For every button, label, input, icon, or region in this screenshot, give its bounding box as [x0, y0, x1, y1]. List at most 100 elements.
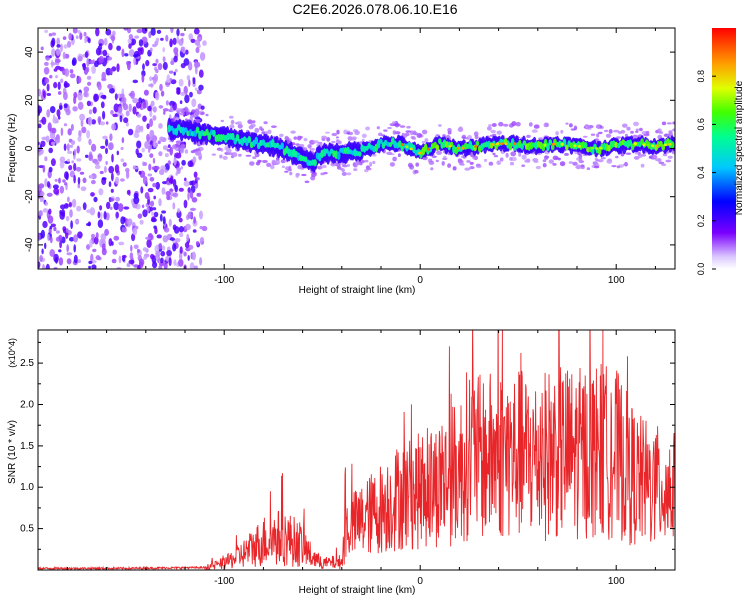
heatmap-halo-cell [608, 129, 613, 134]
heatmap-noise-cell [69, 69, 74, 74]
heatmap-halo-cell [639, 127, 643, 132]
heatmap-noise-cell [133, 54, 139, 58]
heatmap-halo-cell [469, 161, 474, 165]
heatmap-halo-cell [596, 133, 600, 138]
heatmap-noise-cell [100, 101, 105, 109]
heatmap-noise-cell [147, 105, 152, 112]
snr-series-line [38, 330, 675, 570]
heatmap-halo-cell [168, 108, 174, 113]
heatmap-noise-cell [178, 78, 184, 87]
heatmap-noise-cell [147, 187, 154, 193]
heatmap-halo-cell [625, 152, 632, 155]
heatmap-halo-cell [172, 144, 177, 150]
heatmap-noise-cell [48, 33, 53, 37]
heatmap-halo-cell [622, 123, 628, 128]
heatmap-halo-cell [438, 124, 442, 127]
heatmap-noise-cell [127, 28, 131, 34]
heatmap-halo-cell [465, 137, 469, 140]
heatmap-noise-cell [118, 203, 124, 212]
heatmap-halo-cell [236, 121, 243, 125]
heatmap-noise-cell [181, 159, 186, 166]
heatmap-halo-cell [211, 153, 216, 156]
heatmap-halo-cell [222, 155, 228, 160]
heatmap-noise-cell [173, 71, 176, 76]
heatmap-noise-cell [139, 219, 144, 225]
snr-x-tick-label: 100 [608, 576, 625, 587]
heatmap-halo-cell [274, 159, 281, 165]
heatmap-noise-cell [105, 121, 109, 125]
heatmap-halo-cell [568, 161, 574, 164]
heatmap-noise-cell [63, 143, 67, 151]
heatmap-halo-cell [346, 164, 351, 167]
heatmap-noise-cell [193, 265, 198, 269]
heatmap-halo-cell [544, 155, 550, 159]
heatmap-noise-cell [140, 125, 144, 133]
heatmap-halo-cell [190, 150, 196, 154]
heatmap-ridge-peak [543, 143, 547, 147]
heatmap-halo-cell [633, 121, 639, 127]
heatmap-noise-cell [199, 210, 203, 220]
heatmap-noise-cell [46, 83, 50, 92]
heatmap-noise-cell [82, 202, 87, 211]
heatmap-noise-cell [83, 91, 88, 98]
heatmap-noise-cell [142, 115, 147, 122]
heatmap-noise-cell [49, 106, 56, 114]
heatmap-halo-cell [237, 123, 243, 129]
heatmap-halo-cell [162, 145, 169, 151]
heatmap-noise-cell [76, 76, 82, 84]
heatmap-noise-cell [192, 77, 196, 85]
heatmap-halo-cell [511, 121, 517, 127]
heatmap-noise-cell [159, 83, 163, 91]
heatmap-halo-cell [184, 118, 188, 122]
heatmap-noise-cell [56, 44, 61, 48]
heatmap-noise-cell [174, 184, 178, 193]
heatmap-noise-cell [125, 110, 130, 117]
heatmap-noise-cell [176, 28, 180, 37]
heatmap-noise-cell [71, 198, 77, 208]
heatmap-noise-cell [135, 124, 142, 134]
heatmap-noise-cell [178, 226, 184, 233]
heatmap-noise-cell [88, 109, 93, 115]
heatmap-noise-cell [94, 164, 101, 170]
heatmap-ridge-core [235, 133, 240, 142]
heatmap-halo-cell [445, 135, 451, 141]
heatmap-noise-cell [158, 264, 163, 269]
heatmap-noise-cell [46, 192, 53, 197]
heatmap-halo-cell [606, 159, 613, 164]
heatmap-halo-cell [176, 109, 181, 112]
heatmap-halo-cell [335, 136, 339, 139]
heatmap-noise-cell [175, 172, 178, 176]
heatmap-halo-cell [392, 121, 397, 124]
heatmap-halo-cell [325, 131, 330, 134]
heatmap-halo-cell [392, 156, 397, 162]
heatmap-noise-cell [66, 143, 70, 152]
heatmap-halo-cell [323, 171, 328, 175]
heatmap-noise-cell [118, 255, 122, 264]
snr-y-multiplier: (x10^4) [7, 338, 17, 368]
heatmap-noise-cell [95, 232, 99, 239]
heatmap-noise-cell [86, 244, 91, 250]
heatmap-noise-cell [155, 250, 161, 258]
heatmap-noise-cell [160, 90, 165, 97]
heatmap-halo-cell [483, 158, 488, 162]
heatmap-halo-cell [279, 133, 284, 138]
heatmap-noise-cell [114, 93, 118, 101]
snr-y-axis-label: SNR (10 * v/v) [7, 420, 18, 484]
heatmap-noise-cell [179, 252, 183, 260]
heatmap-noise-cell [116, 150, 120, 156]
snr-axes: -100 0 100 0.5 1.0 1.5 2.0 2.5 [20, 330, 675, 587]
heatmap-noise-cell [187, 255, 190, 261]
heatmap-noise-cell [170, 28, 174, 34]
heatmap-halo-cell [613, 129, 620, 133]
heatmap-ridge-peak [491, 143, 495, 146]
heatmap-noise-cell [186, 233, 190, 242]
heatmap-noise-cell [105, 161, 108, 165]
heatmap-halo-cell [548, 159, 554, 164]
heatmap-noise-cell [194, 60, 198, 69]
heatmap-noise-cell [190, 185, 196, 193]
heatmap-y-tick-label: -40 [24, 237, 35, 252]
heatmap-noise-cell [92, 106, 97, 114]
heatmap-halo-cell [386, 151, 393, 155]
heatmap-halo-cell [421, 140, 426, 144]
heatmap-noise-cell [73, 148, 77, 156]
